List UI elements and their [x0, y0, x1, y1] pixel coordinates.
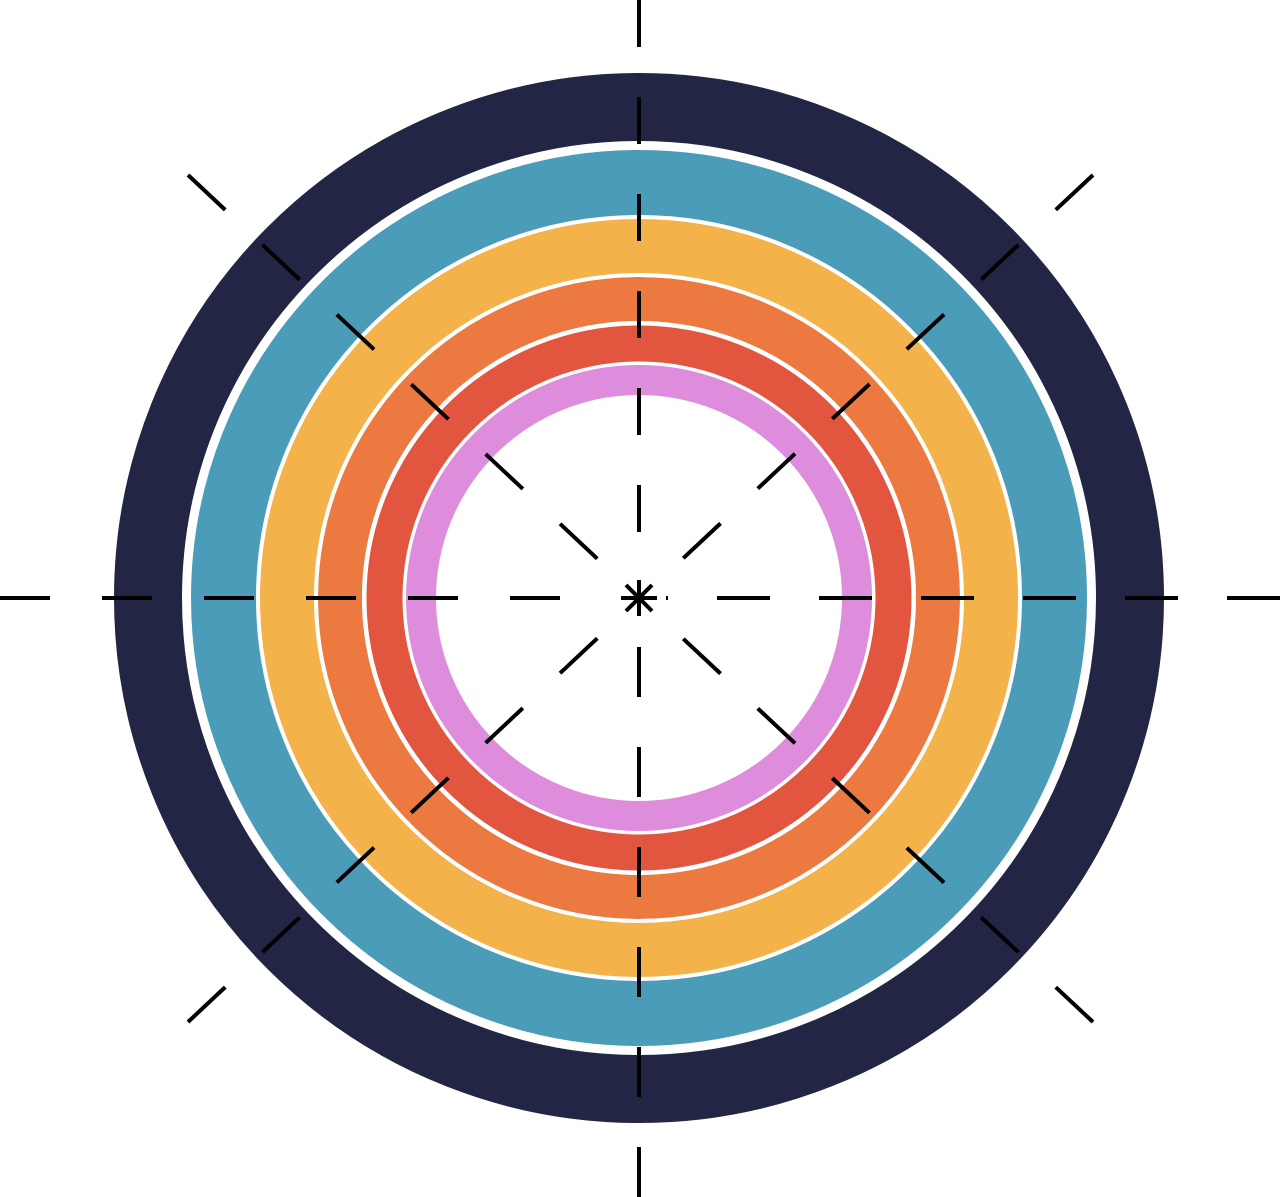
center-asterisk-d2 [624, 583, 654, 613]
ring-separator [402, 361, 876, 835]
